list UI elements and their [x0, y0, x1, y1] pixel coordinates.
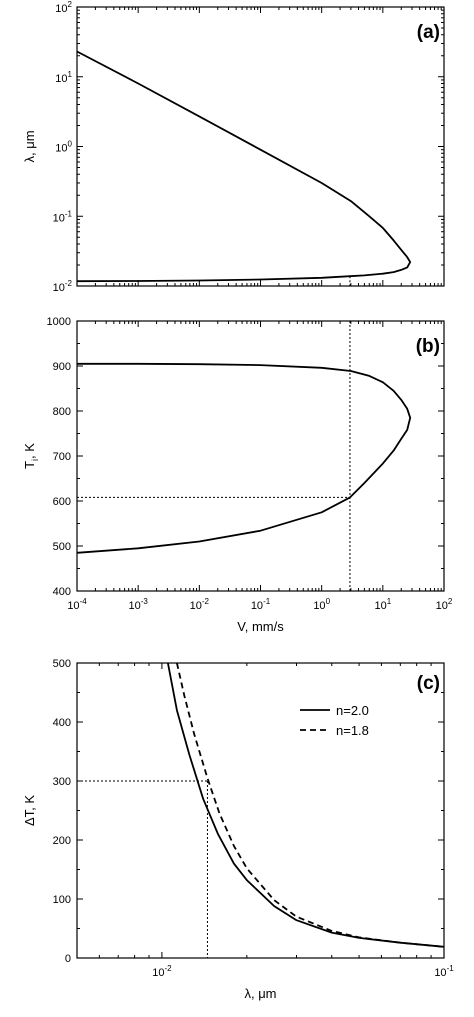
y-tick-label: 102 [55, 0, 72, 15]
y-tick-label: 200 [53, 835, 71, 847]
y-tick-label: 400 [53, 586, 71, 598]
x-tick-label: 10-3 [128, 597, 148, 612]
x-axis-label: V, mm/s [237, 619, 284, 634]
plot-frame [76, 6, 445, 287]
y-tick-label: 800 [53, 406, 71, 418]
y-tick-label: 101 [55, 70, 72, 85]
x-tick-label: 101 [374, 597, 391, 612]
y-axis-label: Ti, K [22, 443, 40, 469]
y-tick-label: 100 [53, 894, 71, 906]
y-tick-label: 600 [53, 496, 71, 508]
y-tick-label: 700 [53, 451, 71, 463]
y-axis-label: ΔT, K [22, 795, 37, 826]
plot-frame [76, 662, 445, 959]
legend-label: n=1.8 [336, 723, 369, 738]
y-axis-label: λ, μm [22, 130, 37, 162]
panel-label-b: (b) [416, 336, 440, 357]
panel-c-chart: (c) 10-2 10-1 0 100 200 300 400 500 ΔT, K λ, μm n=… [22, 658, 454, 1001]
y-tick-label: 500 [53, 541, 71, 553]
panel-b-chart: (b) 10-4 10-3 10-2 10-1 100 101 102 400 500 600 70… [22, 316, 453, 634]
x-tick-label: 10-4 [67, 597, 87, 612]
x-tick-label: 10-1 [251, 597, 271, 612]
panel-a-chart: (a) 10-2 10-1 100 101 102 λ, μm [22, 0, 445, 294]
series-line-n-2-0 [167, 662, 445, 948]
y-tick-label: 1000 [47, 316, 71, 328]
panel-label-c: (c) [417, 673, 440, 694]
series-line-n-1-8 [176, 662, 445, 948]
x-tick-label: 100 [313, 597, 330, 612]
panel-label-a: (a) [417, 22, 440, 43]
x-tick-label: 10-2 [190, 597, 210, 612]
y-tick-label: 100 [55, 140, 72, 155]
y-tick-label: 0 [65, 953, 71, 965]
y-tick-label: 300 [53, 776, 71, 788]
y-tick-label: 400 [53, 717, 71, 729]
x-tick-label: 10-2 [152, 964, 172, 979]
y-tick-label: 10-1 [53, 209, 73, 224]
y-tick-label: 10-2 [53, 279, 73, 294]
legend-label: n=2.0 [336, 703, 369, 718]
y-tick-label: 900 [53, 361, 71, 373]
x-tick-label: 102 [436, 597, 453, 612]
series-line-0 [76, 362, 412, 554]
series-line-0 [76, 50, 412, 283]
x-axis-label: λ, μm [244, 986, 276, 1001]
x-tick-label: 10-1 [434, 964, 454, 979]
y-tick-label: 500 [53, 658, 71, 670]
